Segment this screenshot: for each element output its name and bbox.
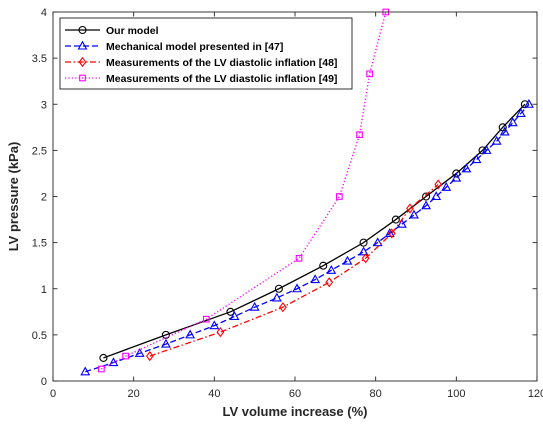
data-point-mechanical-model-presented-in-47 bbox=[507, 117, 518, 127]
data-point-mechanical-model-presented-in-47 bbox=[134, 347, 145, 357]
data-point-our-model bbox=[226, 307, 235, 316]
data-point-measurements-of-the-lv-diastolic-inflation-49 bbox=[122, 352, 129, 360]
data-point-our-model bbox=[359, 238, 368, 247]
series-mechanical-model-presented-in-47 bbox=[80, 98, 534, 376]
legend-marker-measurements-of-the-lv-diastolic-inflation-49 bbox=[79, 74, 86, 82]
data-point-measurements-of-the-lv-diastolic-inflation-49 bbox=[356, 131, 363, 139]
data-point-mechanical-model-presented-in-47 bbox=[396, 218, 407, 228]
legend-label-measurements-48: Measurements of the LV diastolic inflati… bbox=[106, 57, 337, 69]
data-point-measurements-of-the-lv-diastolic-inflation-48 bbox=[145, 350, 154, 362]
y-tick-label: 3 bbox=[41, 99, 47, 111]
data-point-our-model bbox=[99, 353, 108, 362]
data-point-mechanical-model-presented-in-47 bbox=[229, 311, 240, 320]
y-tick-label: 2.5 bbox=[32, 145, 47, 157]
data-point-measurements-of-the-lv-diastolic-inflation-49 bbox=[295, 254, 303, 262]
x-tick-label: 0 bbox=[50, 388, 56, 400]
y-axis-label: LV pressure (kPa) bbox=[6, 142, 21, 252]
y-tick-label: 2 bbox=[41, 192, 47, 204]
data-point-measurements-of-the-lv-diastolic-inflation-49 bbox=[202, 315, 210, 323]
data-point-mechanical-model-presented-in-47 bbox=[499, 126, 510, 136]
x-tick-label: 80 bbox=[370, 388, 382, 400]
data-point-mechanical-model-presented-in-47 bbox=[342, 255, 353, 265]
data-point-mechanical-model-presented-in-47 bbox=[326, 264, 337, 274]
data-point-measurements-of-the-lv-diastolic-inflation-49 bbox=[336, 193, 343, 200]
y-tick-label: 0 bbox=[41, 376, 47, 388]
data-point-mechanical-model-presented-in-47 bbox=[409, 209, 419, 219]
data-point-measurements-of-the-lv-diastolic-inflation-48 bbox=[406, 203, 414, 214]
data-point-mechanical-model-presented-in-47 bbox=[515, 108, 526, 118]
data-point-mechanical-model-presented-in-47 bbox=[80, 366, 91, 376]
legend: Our model Mechanical model presented in … bbox=[59, 17, 353, 90]
legend-label-mechanical-model: Mechanical model presented in [47] bbox=[106, 41, 283, 53]
legend-entries bbox=[65, 25, 100, 82]
data-point-measurements-of-the-lv-diastolic-inflation-49 bbox=[98, 365, 105, 373]
data-point-mechanical-model-presented-in-47 bbox=[523, 98, 534, 108]
x-tick-label: 60 bbox=[289, 388, 301, 400]
data-point-measurements-of-the-lv-diastolic-inflation-48 bbox=[434, 179, 443, 190]
x-tick-label: 120 bbox=[528, 388, 543, 400]
axes: 0 20 40 60 80 100 120 0 0.5 1 1.5 2 2.5 3 3.5 4 bbox=[32, 7, 543, 400]
data-point-mechanical-model-presented-in-47 bbox=[491, 135, 502, 145]
legend-label-measurements-49: Measurements of the LV diastolic inflati… bbox=[106, 73, 337, 85]
legend-marker-mechanical-model-presented-in-47 bbox=[77, 40, 88, 50]
y-tick-label: 3.5 bbox=[32, 53, 47, 65]
y-tick-label: 1 bbox=[41, 284, 47, 296]
data-point-mechanical-model-presented-in-47 bbox=[358, 246, 369, 256]
data-point-measurements-of-the-lv-diastolic-inflation-48 bbox=[387, 228, 396, 239]
data-point-mechanical-model-presented-in-47 bbox=[185, 329, 196, 339]
data-point-mechanical-model-presented-in-47 bbox=[292, 283, 302, 293]
data-point-measurements-of-the-lv-diastolic-inflation-48 bbox=[361, 253, 370, 264]
data-point-mechanical-model-presented-in-47 bbox=[108, 357, 119, 367]
data-point-mechanical-model-presented-in-47 bbox=[271, 292, 282, 302]
y-tick-label: 4 bbox=[41, 7, 47, 19]
data-point-mechanical-model-presented-in-47 bbox=[372, 237, 383, 247]
data-point-mechanical-model-presented-in-47 bbox=[310, 274, 321, 284]
data-point-mechanical-model-presented-in-47 bbox=[421, 200, 432, 210]
data-point-mechanical-model-presented-in-47 bbox=[471, 154, 482, 164]
data-point-our-model bbox=[452, 169, 461, 178]
data-point-mechanical-model-presented-in-47 bbox=[249, 301, 260, 311]
legend-box bbox=[59, 17, 353, 90]
legend-label-our-model: Our model bbox=[106, 25, 159, 37]
data-point-our-model bbox=[391, 215, 400, 224]
data-point-mechanical-model-presented-in-47 bbox=[441, 181, 452, 191]
data-point-mechanical-model-presented-in-47 bbox=[209, 320, 220, 330]
data-point-our-model bbox=[274, 284, 283, 293]
data-point-our-model bbox=[422, 192, 431, 201]
x-tick-label: 40 bbox=[208, 388, 220, 400]
data-point-mechanical-model-presented-in-47 bbox=[384, 228, 395, 237]
y-tick-label: 1.5 bbox=[32, 238, 47, 250]
series-line-mechanical-model-presented-in-47 bbox=[85, 103, 530, 373]
data-point-our-model bbox=[319, 261, 328, 270]
data-point-mechanical-model-presented-in-47 bbox=[461, 163, 472, 173]
data-point-mechanical-model-presented-in-47 bbox=[481, 145, 492, 154]
data-point-mechanical-model-presented-in-47 bbox=[451, 172, 462, 182]
series-measurements-of-the-lv-diastolic-inflation-48 bbox=[145, 179, 443, 362]
x-tick-label: 20 bbox=[128, 388, 140, 400]
data-point-mechanical-model-presented-in-47 bbox=[431, 191, 442, 201]
series-line-measurements-of-the-lv-diastolic-inflation-48 bbox=[149, 184, 439, 357]
y-tick-label: 0.5 bbox=[32, 330, 47, 342]
data-point-measurements-of-the-lv-diastolic-inflation-48 bbox=[279, 302, 287, 313]
legend-marker-our-model bbox=[78, 25, 87, 35]
data-point-measurements-of-the-lv-diastolic-inflation-48 bbox=[216, 326, 225, 338]
legend-marker-measurements-of-the-lv-diastolic-inflation-48 bbox=[78, 56, 87, 68]
x-tick-label: 100 bbox=[447, 388, 465, 400]
data-point-measurements-of-the-lv-diastolic-inflation-49 bbox=[366, 70, 373, 78]
data-point-mechanical-model-presented-in-47 bbox=[160, 338, 171, 348]
x-axis-label: LV volume increase (%) bbox=[223, 404, 368, 419]
data-point-measurements-of-the-lv-diastolic-inflation-48 bbox=[325, 277, 334, 288]
series-layer bbox=[80, 8, 534, 376]
